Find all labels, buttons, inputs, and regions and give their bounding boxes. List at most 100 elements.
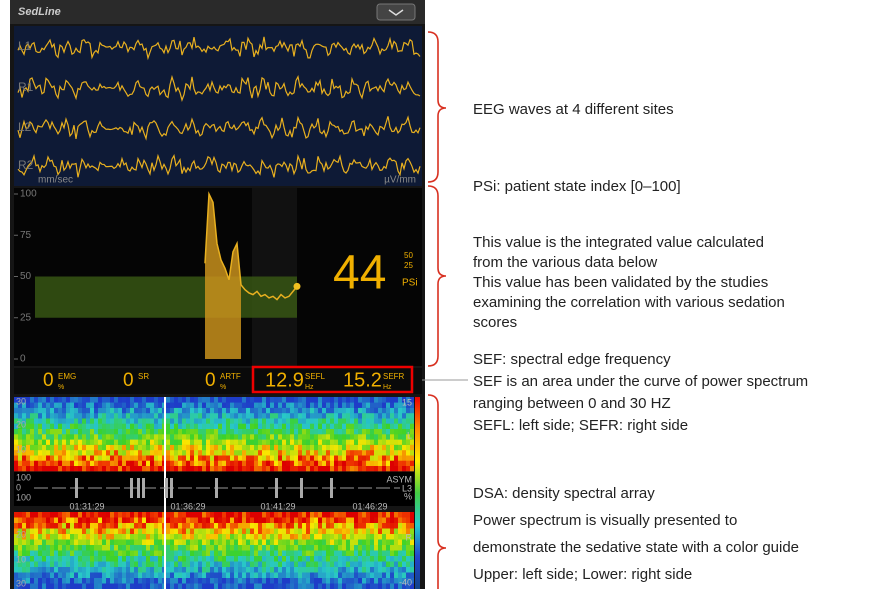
spectrum-cell	[278, 423, 282, 429]
spectrum-cell	[202, 572, 206, 579]
spectrum-cell	[378, 572, 382, 579]
spectrum-cell	[134, 444, 138, 451]
spectrum-cell	[90, 418, 94, 424]
spectrum-cell	[270, 583, 274, 589]
spectrum-cell	[358, 439, 362, 445]
menu-button[interactable]	[376, 3, 416, 21]
spectrum-cell	[66, 517, 70, 524]
spectrum-cell	[390, 567, 394, 573]
spectrum-cell	[126, 428, 130, 435]
spectrum-cell	[218, 455, 222, 461]
param-value: 0	[205, 370, 216, 391]
spectrum-cell	[334, 572, 338, 579]
spectrum-cell	[230, 545, 234, 551]
spectrum-cell	[374, 423, 378, 429]
spectrum-cell	[114, 434, 118, 440]
spectrum-cell	[282, 545, 286, 551]
spectrum-cell	[198, 556, 202, 562]
spectrum-cell	[190, 583, 194, 589]
spectrum-cell	[214, 567, 218, 573]
spectrum-cell	[34, 550, 38, 557]
spectrum-cell	[170, 418, 174, 424]
spectrum-cell	[98, 444, 102, 451]
spectrum-cell	[278, 434, 282, 440]
spectrum-cell	[310, 561, 314, 568]
spectrum-cell	[258, 539, 262, 546]
annotation-text: from the various data below	[473, 254, 657, 271]
spectrum-cell	[322, 539, 326, 546]
spectrum-cell	[334, 428, 338, 435]
spectrum-cell	[122, 412, 126, 419]
spectrum-cell	[62, 556, 66, 562]
spectrum-cell	[82, 428, 86, 435]
spectrum-cell	[50, 528, 54, 535]
spectrum-cell	[222, 523, 226, 529]
spectrum-cell	[306, 412, 310, 419]
spectrum-cell	[150, 512, 154, 518]
spectrum-cell	[146, 402, 150, 408]
channel-label: L2	[18, 120, 32, 134]
spectrum-cell	[262, 572, 266, 579]
spectrum-cell	[266, 407, 270, 414]
spectrum-cell	[398, 528, 402, 535]
spectrum-cell	[282, 539, 286, 546]
spectrum-cell	[310, 550, 314, 557]
spectrum-cell	[274, 423, 278, 429]
spectrum-cell	[46, 517, 50, 524]
spectrum-cell	[286, 402, 290, 408]
spectrum-cell	[358, 517, 362, 524]
spectrum-cell	[350, 444, 354, 451]
spectrum-cell	[318, 539, 322, 546]
spectrum-cell	[166, 517, 170, 524]
spectrum-cell	[86, 556, 90, 562]
spectrum-cell	[130, 567, 134, 573]
spectrum-cell	[290, 561, 294, 568]
spectrum-cell	[130, 550, 134, 557]
spectrum-cell	[50, 512, 54, 518]
spectrum-cell	[110, 449, 114, 456]
spectrum-cell	[142, 444, 146, 451]
spectrum-cell	[326, 539, 330, 546]
spectrum-cell	[262, 550, 266, 557]
spectrum-cell	[386, 449, 390, 456]
spectrum-cell	[406, 561, 410, 568]
spectrum-cell	[142, 455, 146, 461]
asym-bar	[137, 478, 140, 498]
spectrum-cell	[158, 423, 162, 429]
spectrum-cell	[138, 583, 142, 589]
spectrum-cell	[142, 523, 146, 529]
spectrum-cell	[258, 578, 262, 584]
spectrum-cell	[330, 561, 334, 568]
spectrum-cell	[378, 444, 382, 451]
spectrum-cell	[274, 402, 278, 408]
spectrum-cell	[362, 407, 366, 414]
spectrum-cell	[190, 567, 194, 573]
spectrum-cell	[26, 397, 30, 403]
spectrum-cell	[254, 434, 258, 440]
spectrum-cell	[354, 439, 358, 445]
param-name: SR	[138, 372, 149, 381]
spectrum-cell	[242, 583, 246, 589]
spectrum-cell	[250, 439, 254, 445]
spectrum-cell	[238, 444, 242, 451]
spectrum-cell	[274, 545, 278, 551]
spectrum-cell	[290, 550, 294, 557]
spectrum-cell	[282, 412, 286, 419]
spectrum-cell	[174, 444, 178, 451]
spectrum-cell	[30, 444, 34, 451]
spectrum-cell	[286, 444, 290, 451]
spectrum-cell	[94, 545, 98, 551]
spectrum-cell	[306, 460, 310, 466]
spectrum-cell	[338, 428, 342, 435]
spectrum-cell	[370, 444, 374, 451]
spectrum-cell	[14, 578, 18, 584]
spectrum-cell	[230, 528, 234, 535]
spectrum-cell	[310, 572, 314, 579]
spectrum-cell	[130, 539, 134, 546]
spectrum-cell	[230, 583, 234, 589]
spectrum-cell	[282, 455, 286, 461]
spectrum-cell	[270, 517, 274, 524]
spectrum-cell	[58, 439, 62, 445]
spectrum-cell	[166, 528, 170, 535]
spectrum-cell	[394, 418, 398, 424]
